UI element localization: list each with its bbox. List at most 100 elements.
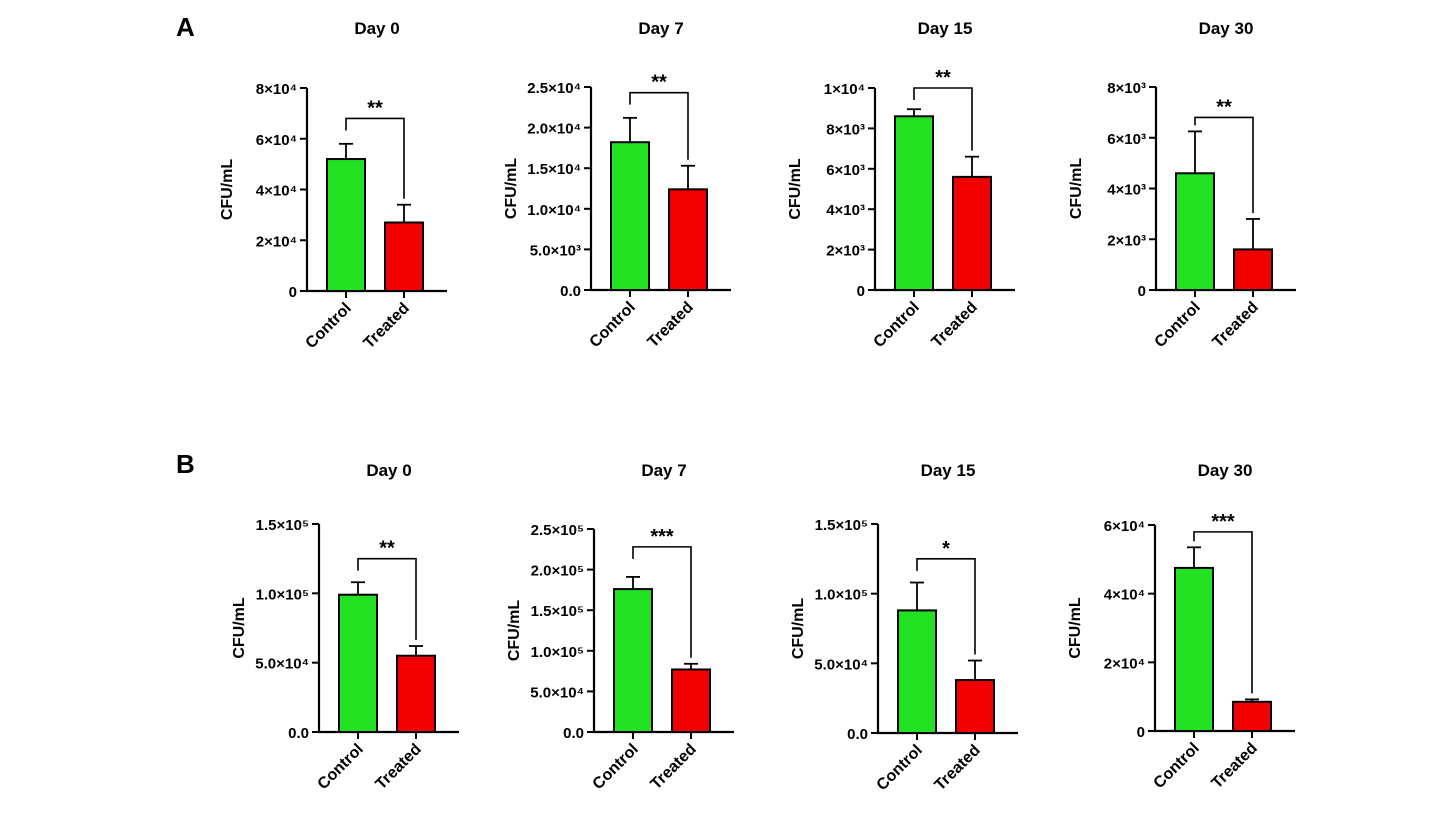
bar-treated <box>1232 700 1272 732</box>
y-tick-label: 8×10⁴ <box>256 81 297 98</box>
panel-letter-b: B <box>176 449 195 479</box>
panel-letter-a: A <box>176 12 195 42</box>
bar-control <box>338 593 378 733</box>
y-tick-label: 4×10⁴ <box>1104 587 1145 604</box>
y-tick-label: 1.0×10⁵ <box>256 586 309 603</box>
chart-b-day-7: Day 7 0.0 5.0×10⁴ 1.0×10⁵ 1.5×10⁵ 2.0×10⁵ 2.5×… <box>506 461 734 793</box>
chart-b-day-15: Day 15 0.0 5.0×10⁴ 1.0×10⁵ 1.5×10⁵ CFU/mL Cont… <box>790 461 1018 794</box>
y-tick-label: 1.5×10⁵ <box>256 517 309 534</box>
bar-control <box>1174 566 1214 733</box>
y-tick-label: 8×10³ <box>826 121 865 138</box>
y-tick-label: 6×10⁴ <box>256 132 297 149</box>
y-axis-label: CFU/mL <box>790 598 807 660</box>
y-tick-label: 2×10³ <box>826 243 865 260</box>
y-tick-label: 1.0×10⁵ <box>815 587 868 604</box>
y-axis-label: CFU/mL <box>503 158 520 220</box>
y-tick-label: 0.0 <box>560 283 581 300</box>
y-tick-label: 6×10⁴ <box>1104 518 1145 535</box>
y-tick-label: 1.0×10⁵ <box>531 644 584 661</box>
significance-label: ** <box>367 97 383 119</box>
y-axis-label: CFU/mL <box>787 158 804 220</box>
y-tick-label: 1.5×10⁵ <box>531 603 584 620</box>
chart-a-day-30: Day 30 0 2×10³ 4×10³ 6×10³ 8×10³ CFU/mL Control… <box>1068 19 1296 351</box>
chart-title: Day 15 <box>921 461 976 480</box>
significance-bracket <box>345 117 405 199</box>
significance-bracket <box>1194 116 1254 213</box>
y-tick-label: 0 <box>857 283 865 300</box>
chart-a-day-15: Day 15 0 2×10³ 4×10³ 6×10³ 8×10³ 1×10⁴ CFU/mL Co… <box>787 19 1015 351</box>
y-axis-label: CFU/mL <box>1068 158 1085 220</box>
chart-a-day-0: Day 0 0 2×10⁴ 4×10⁴ 6×10⁴ 8×10⁴ CFU/mL Control T… <box>219 19 447 352</box>
y-tick-label: 8×10³ <box>1107 80 1146 97</box>
significance-bracket <box>1193 531 1253 694</box>
chart-title: Day 15 <box>918 19 973 38</box>
x-tick-label: Control <box>303 300 355 352</box>
chart-title: Day 0 <box>354 19 399 38</box>
y-tick-label: 2.0×10⁵ <box>531 563 584 580</box>
chart-title: Day 30 <box>1198 461 1253 480</box>
y-tick-label: 5.0×10⁴ <box>255 656 309 673</box>
chart-title: Day 0 <box>366 461 411 480</box>
x-tick-label: Treated <box>1210 299 1262 351</box>
y-tick-label: 0.0 <box>288 725 309 742</box>
bar-control <box>613 588 653 734</box>
chart-title: Day 30 <box>1199 19 1254 38</box>
bar-treated <box>1233 248 1273 291</box>
significance-label: ** <box>651 72 667 94</box>
bar-control <box>610 141 650 291</box>
x-tick-label: Treated <box>645 299 697 351</box>
bar-control <box>897 609 937 734</box>
x-tick-label: Treated <box>648 741 700 793</box>
chart-b-day-0: Day 0 0.0 5.0×10⁴ 1.0×10⁵ 1.5×10⁵ CFU/mL Contr… <box>231 461 459 793</box>
chart-a-day-7: Day 7 0.0 5.0×10³ 1.0×10⁴ 1.5×10⁴ 2.0×10⁴ 2.5×… <box>503 19 731 351</box>
y-axis-label: CFU/mL <box>1067 597 1084 659</box>
y-tick-label: 2.5×10⁴ <box>527 80 581 97</box>
x-tick-label: Control <box>871 299 923 351</box>
y-axis-label: CFU/mL <box>231 597 248 659</box>
y-tick-label: 6×10³ <box>1107 131 1146 148</box>
significance-bracket <box>357 557 417 641</box>
y-tick-label: 4×10³ <box>1107 182 1146 199</box>
bar-treated <box>384 221 424 292</box>
x-tick-label: Treated <box>929 299 981 351</box>
y-tick-label: 1.0×10⁴ <box>527 202 581 219</box>
y-tick-label: 0.0 <box>563 725 584 742</box>
bar-treated <box>952 175 992 292</box>
chart-b-day-30: Day 30 0 2×10⁴ 4×10⁴ 6×10⁴ CFU/mL Control Treat… <box>1067 461 1295 792</box>
y-tick-label: 0.0 <box>847 726 868 743</box>
chart-title: Day 7 <box>641 461 686 480</box>
x-tick-label: Control <box>590 741 642 793</box>
y-tick-label: 2×10⁴ <box>1104 655 1145 672</box>
y-tick-label: 2.0×10⁴ <box>527 121 581 138</box>
bar-control <box>894 115 934 291</box>
significance-bracket <box>629 91 689 160</box>
bar-control <box>326 158 366 292</box>
significance-label: *** <box>1211 511 1235 533</box>
significance-bracket <box>916 558 976 655</box>
y-tick-label: 2×10³ <box>1107 232 1146 249</box>
significance-label: ** <box>1216 96 1232 118</box>
bar-treated <box>671 668 711 734</box>
x-tick-label: Treated <box>361 300 413 352</box>
y-tick-label: 0 <box>1138 283 1146 300</box>
x-tick-label: Control <box>315 741 367 793</box>
x-tick-label: Treated <box>373 741 425 793</box>
y-tick-label: 2.5×10⁵ <box>531 522 584 539</box>
y-tick-label: 0 <box>289 284 297 301</box>
significance-label: ** <box>935 67 951 89</box>
y-tick-label: 4×10⁴ <box>256 183 297 200</box>
y-tick-label: 5.0×10⁴ <box>530 684 584 701</box>
bar-treated <box>668 188 708 291</box>
y-tick-label: 0 <box>1137 724 1145 741</box>
y-axis-label: CFU/mL <box>506 600 523 662</box>
x-tick-label: Control <box>587 299 639 351</box>
y-tick-label: 2×10⁴ <box>256 233 297 250</box>
bar-control <box>1175 172 1215 291</box>
y-tick-label: 5.0×10⁴ <box>814 656 868 673</box>
y-axis-label: CFU/mL <box>219 159 236 221</box>
x-tick-label: Treated <box>1209 740 1261 792</box>
y-tick-label: 6×10³ <box>826 162 865 179</box>
y-tick-label: 1.5×10⁴ <box>527 161 581 178</box>
